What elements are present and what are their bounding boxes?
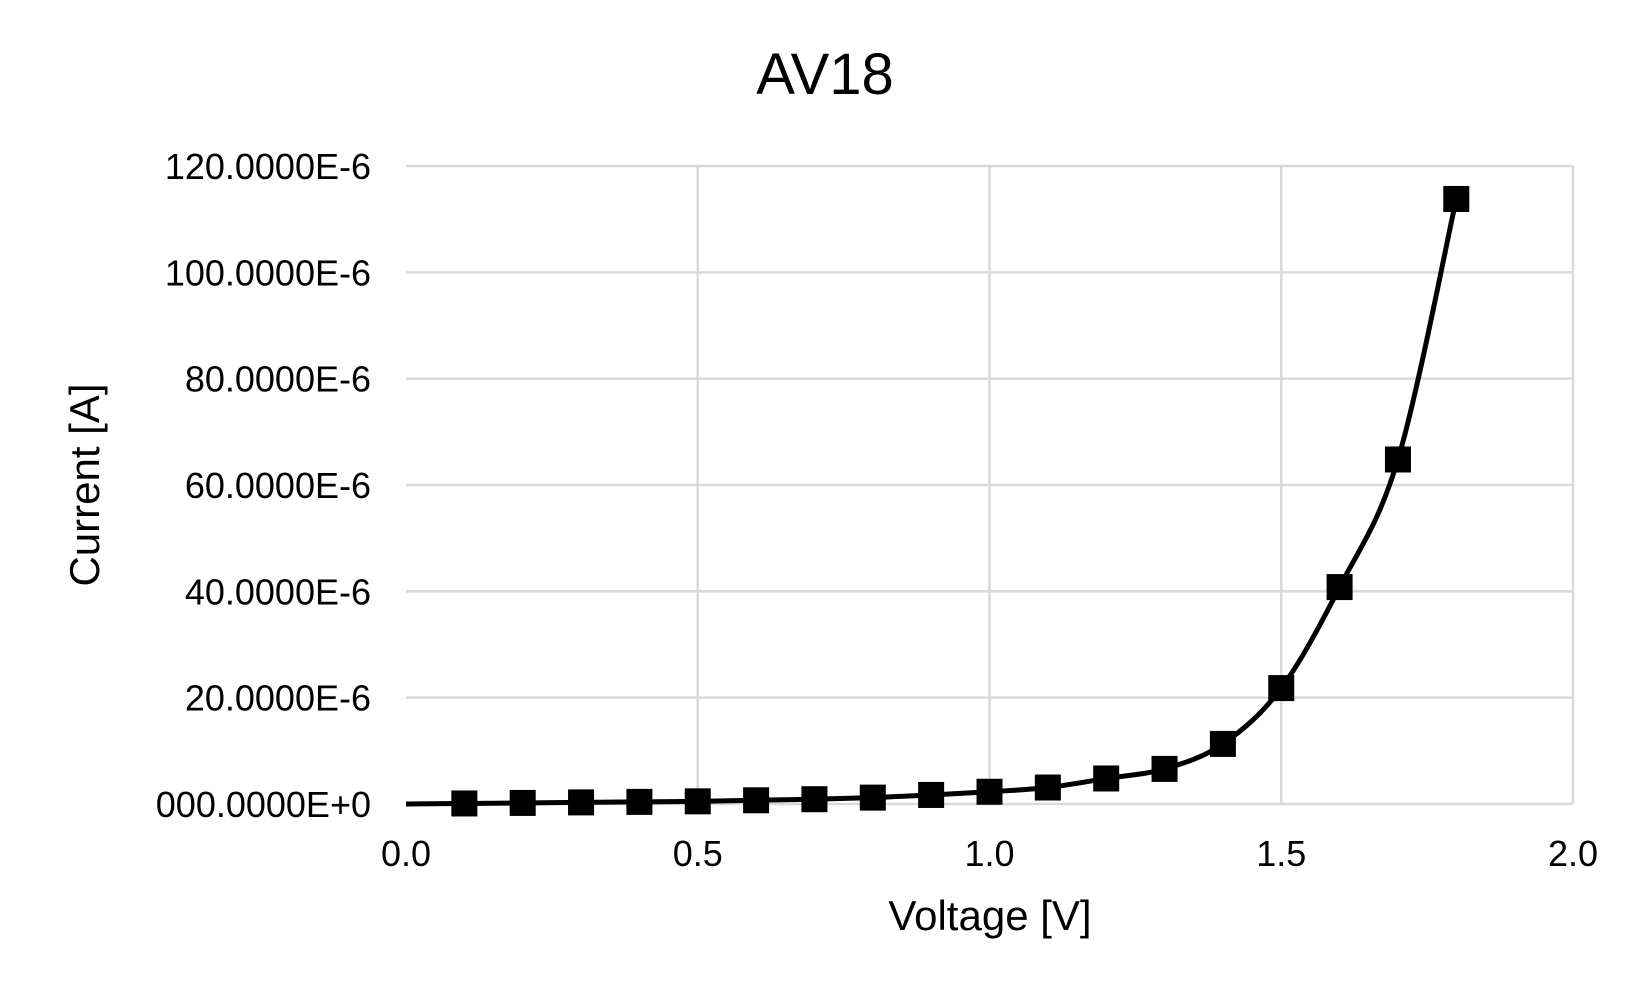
data-point bbox=[743, 787, 770, 814]
data-point bbox=[1384, 446, 1411, 473]
y-tick-label: 40.0000E-6 bbox=[185, 571, 371, 612]
data-point bbox=[1268, 675, 1295, 702]
data-point bbox=[1151, 755, 1178, 782]
x-tick-label: 2.0 bbox=[1548, 833, 1598, 874]
data-point bbox=[1209, 730, 1236, 757]
data-point bbox=[859, 784, 886, 811]
x-axis-label: Voltage [V] bbox=[888, 892, 1091, 939]
x-tick-label: 1.5 bbox=[1256, 833, 1306, 874]
data-point bbox=[684, 788, 711, 815]
data-point bbox=[451, 790, 478, 817]
y-tick-label: 20.0000E-6 bbox=[185, 678, 371, 719]
chart-title: AV18 bbox=[756, 42, 894, 107]
data-point bbox=[918, 781, 945, 808]
y-tick-label: 000.0000E+0 bbox=[156, 784, 371, 825]
data-point bbox=[801, 786, 828, 813]
data-point bbox=[509, 789, 536, 816]
x-tick-label: 0.5 bbox=[673, 833, 723, 874]
series-line bbox=[405, 198, 1459, 807]
x-tick-labels: 0.0 0.5 1.0 1.5 2.0 bbox=[381, 833, 1598, 874]
data-point bbox=[1034, 774, 1061, 801]
data-point bbox=[1443, 185, 1470, 212]
data-point bbox=[976, 778, 1003, 805]
series-markers bbox=[451, 185, 1470, 817]
x-tick-label: 0.0 bbox=[381, 833, 431, 874]
grid bbox=[406, 164, 1575, 806]
y-axis-label: Current [A] bbox=[61, 383, 108, 586]
data-point bbox=[1326, 574, 1353, 601]
data-point bbox=[626, 788, 653, 815]
x-tick-label: 1.0 bbox=[964, 833, 1014, 874]
y-tick-labels: 000.0000E+0 20.0000E-6 40.0000E-6 60.0000E-… bbox=[156, 146, 371, 825]
y-tick-label: 100.0000E-6 bbox=[165, 252, 371, 293]
data-point bbox=[568, 789, 595, 816]
y-tick-label: 80.0000E-6 bbox=[185, 359, 371, 400]
data-point bbox=[1093, 765, 1120, 792]
y-tick-label: 60.0000E-6 bbox=[185, 465, 371, 506]
y-tick-label: 120.0000E-6 bbox=[165, 146, 371, 187]
